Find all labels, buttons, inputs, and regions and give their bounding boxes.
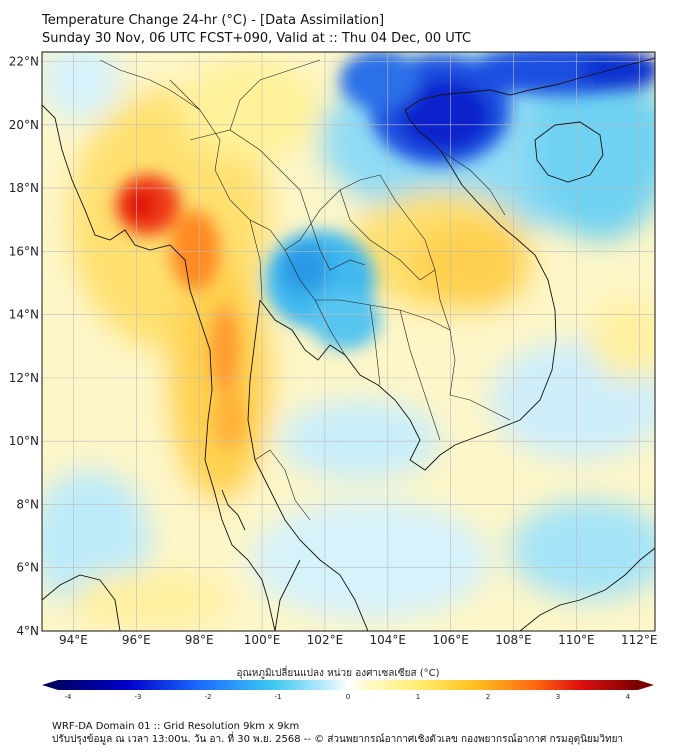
coastline-sumatra [42,574,121,631]
lon-tick-label: 98°E [185,633,214,647]
coastline-south-china [404,57,655,111]
island-hainan [534,121,604,183]
map-frame [41,51,656,632]
colorbar-tick-label: -3 [135,693,142,701]
chart-title: Temperature Change 24-hr (°C) - [Data As… [42,13,385,28]
colorbar-tick-label: 3 [556,693,560,701]
footer-credit: ปรับปรุงข้อมูล ณ เวลา 13:00น. วัน อา. ที… [52,734,624,745]
longitude-axis: 94°E 96°E 98°E 100°E 102°E 104°E 106°E 108°E 110… [59,633,658,647]
lat-tick-label: 10°N [9,434,39,448]
footer: WRF-DA Domain 01 :: Grid Resolution 9km … [52,720,623,746]
lat-tick-label: 22°N [9,54,39,68]
lon-tick-label: 106°E [432,633,469,647]
coastline-andaman [221,489,246,531]
lon-tick-label: 94°E [59,633,88,647]
coastline-peninsula-east [247,299,369,631]
lat-tick-label: 18°N [9,181,39,195]
latitude-axis: 22°N 20°N 18°N 16°N 14°N 12°N 10°N 8°N 6°N 4°N [9,54,39,638]
colorbar-tick-label: 2 [486,693,490,701]
coastline-malaysia [274,559,301,631]
lat-tick-label: 4°N [16,624,39,638]
lat-tick-label: 8°N [16,497,39,511]
colorbar-tick-label: 1 [416,693,420,701]
lon-tick-label: 112°E [621,633,658,647]
colorbar-ticks: -4 -3 -2 -1 0 1 2 3 4 [65,693,631,701]
province-borders [99,59,511,521]
lat-tick-label: 6°N [16,561,39,575]
lat-tick-label: 20°N [9,118,39,132]
colorbar-gradient [58,680,638,690]
temperature-field [42,52,655,631]
colorbar-tick-label: -2 [205,693,212,701]
lon-tick-label: 100°E [244,633,281,647]
lon-tick-label: 96°E [122,633,151,647]
lon-tick-label: 110°E [558,633,595,647]
coastline-gulf-of-thailand [259,299,469,471]
colorbar-title: อุณหภูมิเปลี่ยนแปลง หน่วย องศาเซลเซียส (… [236,668,440,679]
colorbar: -4 -3 -2 -1 0 1 2 3 4 [42,680,654,701]
colorbar-tick-label: -4 [65,693,73,701]
chart-subtitle: Sunday 30 Nov, 06 UTC FCST+090, Valid at… [42,31,472,46]
coastline-borneo [519,547,655,631]
coastline-vietnam [404,109,557,441]
coastline-myanmar [42,104,276,631]
colorbar-tick-label: -1 [275,693,282,701]
lon-tick-label: 102°E [307,633,344,647]
footer-model-info: WRF-DA Domain 01 :: Grid Resolution 9km … [52,721,300,732]
coastlines-borders [42,57,655,631]
lon-tick-label: 104°E [370,633,407,647]
lat-lon-grid [42,52,655,631]
chart-title-block: Temperature Change 24-hr (°C) - [Data As… [42,12,471,48]
lat-tick-label: 14°N [9,308,39,322]
colorbar-tick-label: 4 [626,693,631,701]
colorbar-tick-label: 0 [346,693,350,701]
lon-tick-label: 108°E [495,633,532,647]
lat-tick-label: 12°N [9,371,39,385]
lat-tick-label: 16°N [9,244,39,258]
